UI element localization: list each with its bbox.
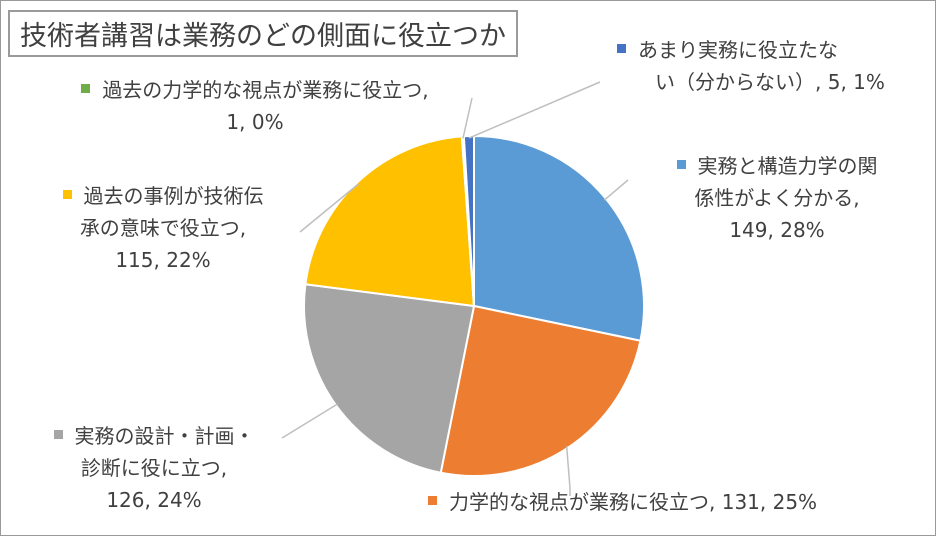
leader-line-kako-rikigaku [462, 97, 473, 139]
data-label-sekkei-line3: 126, 24% [106, 488, 202, 512]
data-label-jirei-line2: 承の意味で役立つ, [79, 216, 247, 240]
legend-marker-jirei [62, 190, 72, 199]
data-label-sekkei: 実務の設計・計画・ 診断に役に立つ, 126, 24% [14, 420, 294, 516]
data-label-jirei: 過去の事例が技術伝 承の意味で役立つ, 115, 22% [18, 180, 308, 276]
data-label-rikigaku-line1: 力学的な視点が業務に役立つ, 131, 25% [449, 490, 818, 514]
data-label-jitsumu-line1: 実務と構造力学の関 [697, 154, 878, 178]
pie-slice-jitsumu_kozo [473, 134, 645, 342]
data-label-amari-line2: い（分からない）, 5, 1% [655, 70, 885, 94]
data-label-jitsumu-line2: 係性がよく分かる, [694, 186, 860, 210]
data-label-kako-line1: 過去の力学的な視点が業務に役立つ, [102, 78, 429, 102]
data-label-sekkei-line2: 診断に役に立つ, [80, 456, 228, 480]
data-label-kako-line2: 1, 0% [226, 110, 284, 134]
data-label-jirei-line3: 115, 22% [115, 248, 211, 272]
chart-title: 技術者講習は業務のどの側面に役立つか [8, 10, 518, 57]
data-label-amari: あまり実務に役立たな い（分からない）, 5, 1% [617, 34, 885, 98]
legend-marker-jitsumu-kozo [676, 160, 686, 169]
data-label-jirei-line1: 過去の事例が技術伝 [83, 184, 264, 208]
data-label-sekkei-line1: 実務の設計・計画・ [74, 424, 255, 448]
legend-marker-rikigaku [428, 496, 437, 505]
pie-slice-rikigaku [439, 304, 642, 477]
pie-slice-jirei [304, 135, 476, 308]
legend-marker-amari [617, 44, 626, 53]
data-label-jitsumu-line3: 149, 28% [729, 218, 825, 242]
data-label-amari-line1: あまり実務に役立たな [638, 38, 838, 62]
legend-marker-sekkei [53, 430, 63, 439]
data-label-jitsumu-kozo: 実務と構造力学の関 係性がよく分かる, 149, 28% [642, 150, 912, 246]
legend-marker-kako-rikigaku [81, 84, 91, 93]
leader-line-rikigaku [565, 446, 571, 496]
leader-line-amari [468, 81, 601, 139]
leader-line-jirei [299, 183, 360, 233]
data-label-rikigaku: 力学的な視点が業務に役立つ, 131, 25% [428, 486, 817, 518]
leader-line-sekkei [281, 403, 338, 439]
data-label-kako-rikigaku: 過去の力学的な視点が業務に役立つ, 1, 0% [20, 74, 490, 138]
leader-line-jitsumu-kozo [603, 179, 629, 201]
